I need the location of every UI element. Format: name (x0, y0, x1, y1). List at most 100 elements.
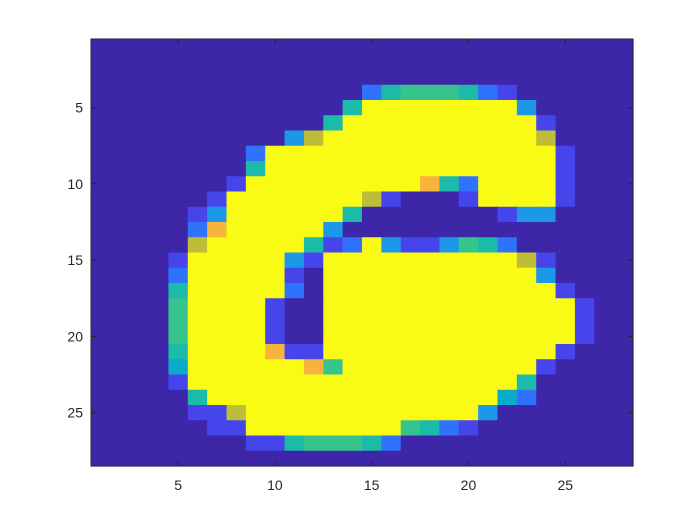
heatmap-cell (110, 298, 131, 315)
heatmap-cell (516, 344, 537, 360)
heatmap-cell (497, 100, 518, 116)
heatmap-cell (497, 176, 518, 193)
heatmap-cell (207, 161, 228, 177)
y-tick-label: 15 (67, 252, 83, 268)
heatmap-cell (303, 344, 324, 360)
heatmap-cell (555, 145, 576, 162)
heatmap-cell (381, 252, 402, 269)
heatmap-cell (342, 420, 363, 437)
heatmap-cell (574, 237, 595, 254)
heatmap-cell (439, 405, 460, 421)
heatmap-cell (129, 145, 150, 162)
heatmap-cell (478, 283, 499, 299)
heatmap-cell (91, 237, 111, 254)
heatmap-cell (226, 54, 247, 71)
heatmap-cell (303, 145, 324, 162)
heatmap-cell (439, 39, 460, 55)
heatmap-cell (303, 313, 324, 330)
heatmap-cell (168, 222, 189, 238)
heatmap-cell (342, 389, 363, 406)
heatmap-cell (381, 161, 402, 177)
heatmap-cell (497, 206, 518, 223)
heatmap-cell (516, 420, 537, 437)
heatmap-cell (439, 222, 460, 238)
heatmap-cell (149, 161, 170, 177)
heatmap-cell (478, 130, 499, 147)
heatmap-cell (91, 252, 111, 269)
heatmap-cell (284, 252, 305, 269)
heatmap-cell (574, 420, 595, 437)
heatmap-cell (129, 420, 150, 437)
heatmap-cell (516, 84, 537, 101)
heatmap-cell (284, 359, 305, 376)
heatmap-cell (613, 344, 634, 360)
heatmap-cell (207, 298, 228, 315)
heatmap-cell (400, 145, 421, 162)
heatmap-cell (420, 145, 441, 162)
heatmap-cell (110, 283, 131, 299)
heatmap-cell (207, 420, 228, 437)
heatmap-cell (265, 267, 286, 284)
heatmap-cell (187, 313, 208, 330)
heatmap-cell (497, 344, 518, 360)
heatmap-cell (497, 191, 518, 208)
heatmap-cell (536, 206, 557, 223)
heatmap-cell (110, 54, 131, 71)
heatmap-cell (516, 100, 537, 116)
heatmap-cell (536, 450, 557, 467)
heatmap-cell (110, 237, 131, 254)
heatmap-cell (168, 54, 189, 71)
heatmap-cell (555, 359, 576, 376)
heatmap-cell (516, 252, 537, 269)
heatmap-cell (129, 374, 150, 391)
heatmap-cell (458, 161, 479, 177)
heatmap-cell (400, 191, 421, 208)
heatmap-cell (497, 54, 518, 71)
heatmap-cell (400, 435, 421, 452)
heatmap-cell (516, 374, 537, 391)
heatmap-cell (303, 283, 324, 299)
heatmap-cell (594, 405, 615, 421)
heatmap-cell (342, 237, 363, 254)
heatmap-cell (574, 435, 595, 452)
heatmap-cell (226, 298, 247, 315)
heatmap-cell (245, 237, 266, 254)
heatmap-cell (516, 145, 537, 162)
heatmap-cell (420, 283, 441, 299)
heatmap-cell (303, 206, 324, 223)
heatmap-cell (536, 39, 557, 55)
heatmap-cell (323, 267, 344, 284)
heatmap-cell (342, 283, 363, 299)
heatmap-cell (516, 298, 537, 315)
heatmap-cell (594, 450, 615, 467)
heatmap-cell (362, 283, 382, 299)
heatmap-cell (168, 374, 189, 391)
heatmap-cell (303, 374, 324, 391)
heatmap-cell (342, 161, 363, 177)
heatmap-cell (400, 374, 421, 391)
heatmap-cell (226, 328, 247, 345)
heatmap-cell (516, 39, 537, 55)
heatmap-cell (497, 69, 518, 86)
heatmap-cell (497, 145, 518, 162)
heatmap-cell (226, 374, 247, 391)
heatmap-cell (555, 222, 576, 238)
heatmap-cell (400, 389, 421, 406)
heatmap-cell (439, 420, 460, 437)
heatmap-cell (594, 191, 615, 208)
heatmap-cell (555, 328, 576, 345)
heatmap-cell (420, 405, 441, 421)
heatmap-cell (284, 206, 305, 223)
heatmap-cell (362, 313, 382, 330)
heatmap-cell (420, 100, 441, 116)
heatmap-cell (245, 69, 266, 86)
heatmap-cell (478, 420, 499, 437)
heatmap-cell (458, 359, 479, 376)
heatmap-cell (129, 54, 150, 71)
heatmap-cell (226, 130, 247, 147)
heatmap-cell (400, 252, 421, 269)
x-tick-label: 25 (557, 477, 573, 493)
heatmap-cell (536, 267, 557, 284)
heatmap-cell (207, 69, 228, 86)
heatmap-cell (323, 313, 344, 330)
